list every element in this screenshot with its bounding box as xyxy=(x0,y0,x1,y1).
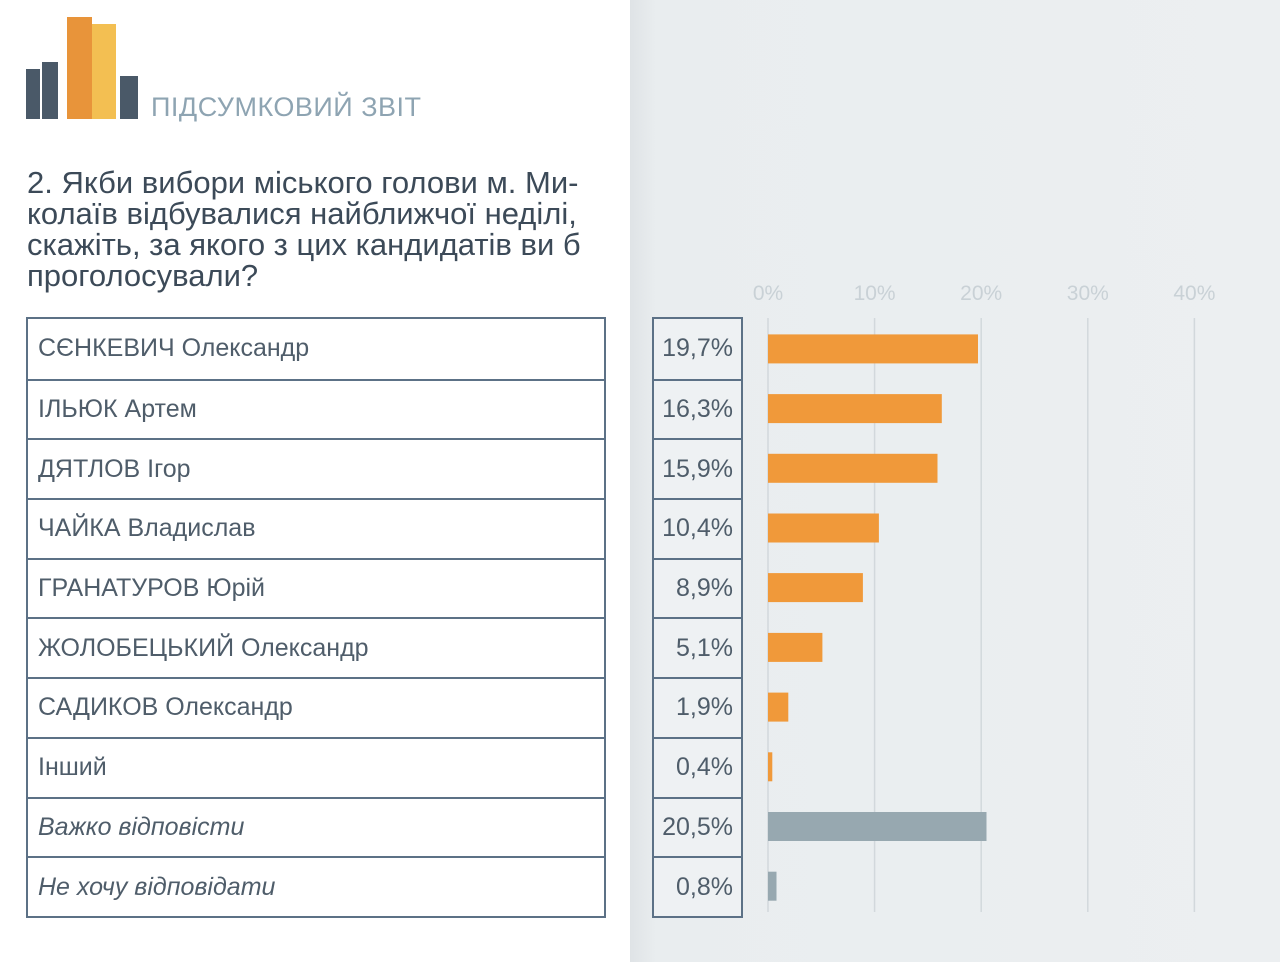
candidate-name: САДИКОВ Олександр xyxy=(38,693,293,722)
percent-row: 19,7% xyxy=(654,319,741,379)
percent-row: 0,8% xyxy=(654,856,741,916)
bar-8 xyxy=(768,752,773,782)
candidate-name-row: Інший xyxy=(28,736,604,797)
candidate-name: ЖОЛОБЕЦЬКИЙ Олександр xyxy=(38,633,369,662)
percent-row: 0,4% xyxy=(654,736,741,797)
data-label: 0,8% xyxy=(676,872,733,901)
data-label: 20,5% xyxy=(662,812,733,841)
candidate-name: ІЛЬЮК Артем xyxy=(38,395,197,424)
candidate-name-row: СЄНКЕВИЧ Олександр xyxy=(28,319,604,379)
bar-3 xyxy=(768,453,938,483)
data-label: 19,7% xyxy=(662,334,733,363)
data-label: 15,9% xyxy=(662,454,733,483)
candidate-name-row: Не хочу відповідати xyxy=(28,856,604,916)
candidate-name-row: ДЯТЛОВ Ігор xyxy=(28,438,604,498)
report-title: ПІДСУМКОВИЙ ЗВІТ xyxy=(151,92,422,122)
bar-1 xyxy=(768,334,978,364)
percent-row: 1,9% xyxy=(654,677,741,737)
candidate-name-row: ІЛЬЮК Артем xyxy=(28,378,604,439)
bar-4 xyxy=(768,513,879,543)
bar-5 xyxy=(768,573,863,603)
data-label: 0,4% xyxy=(676,753,733,782)
bar-10 xyxy=(768,871,777,901)
candidate-name-row: САДИКОВ Олександр xyxy=(28,677,604,737)
candidate-name: Важко відповісти xyxy=(38,812,245,841)
x-tick-label: 40% xyxy=(1173,282,1215,305)
data-label: 10,4% xyxy=(662,514,733,543)
percent-row: 10,4% xyxy=(654,498,741,558)
candidate-name: ДЯТЛОВ Ігор xyxy=(38,454,191,483)
x-tick-label: 20% xyxy=(960,282,1002,305)
candidate-name-row: ГРАНАТУРОВ Юрій xyxy=(28,557,604,618)
candidate-name: ЧАЙКА Владислав xyxy=(38,514,256,543)
percent-row: 15,9% xyxy=(654,438,741,498)
candidate-name: СЄНКЕВИЧ Олександр xyxy=(38,334,310,363)
candidate-name-row: Важко відповісти xyxy=(28,796,604,857)
building-logo-icon xyxy=(26,17,138,119)
question-text: 2. Якби вибори міського голови м. Ми-кол… xyxy=(27,165,581,293)
candidate-name: Інший xyxy=(38,753,107,782)
percent-row: 20,5% xyxy=(654,796,741,857)
candidate-name: Не хочу відповідати xyxy=(38,872,276,901)
data-label: 5,1% xyxy=(676,633,733,662)
x-tick-label: 0% xyxy=(753,282,783,305)
percent-row: 5,1% xyxy=(654,617,741,677)
x-tick-label: 10% xyxy=(854,282,896,305)
data-label: 8,9% xyxy=(676,574,733,603)
bar-2 xyxy=(768,394,942,424)
bar-9 xyxy=(768,812,987,841)
candidate-name-row: ЖОЛОБЕЦЬКИЙ Олександр xyxy=(28,617,604,677)
candidate-name: ГРАНАТУРОВ Юрій xyxy=(38,574,266,603)
bar-7 xyxy=(768,692,789,722)
x-tick-label: 30% xyxy=(1067,282,1109,305)
percent-row: 8,9% xyxy=(654,557,741,618)
candidate-name-row: ЧАЙКА Владислав xyxy=(28,498,604,558)
candidate-names-table: СЄНКЕВИЧ Олександр ІЛЬЮК Артем ДЯТЛОВ Ігор… xyxy=(26,317,606,918)
data-label: 1,9% xyxy=(676,693,733,722)
bar-6 xyxy=(768,632,823,662)
data-label: 16,3% xyxy=(662,395,733,424)
percent-row: 16,3% xyxy=(654,378,741,439)
percent-values-table: 19,7% 16,3% 15,9% 10,4% 8,9% 5,1% 1,9% 0,4% 20,5… xyxy=(652,317,743,918)
